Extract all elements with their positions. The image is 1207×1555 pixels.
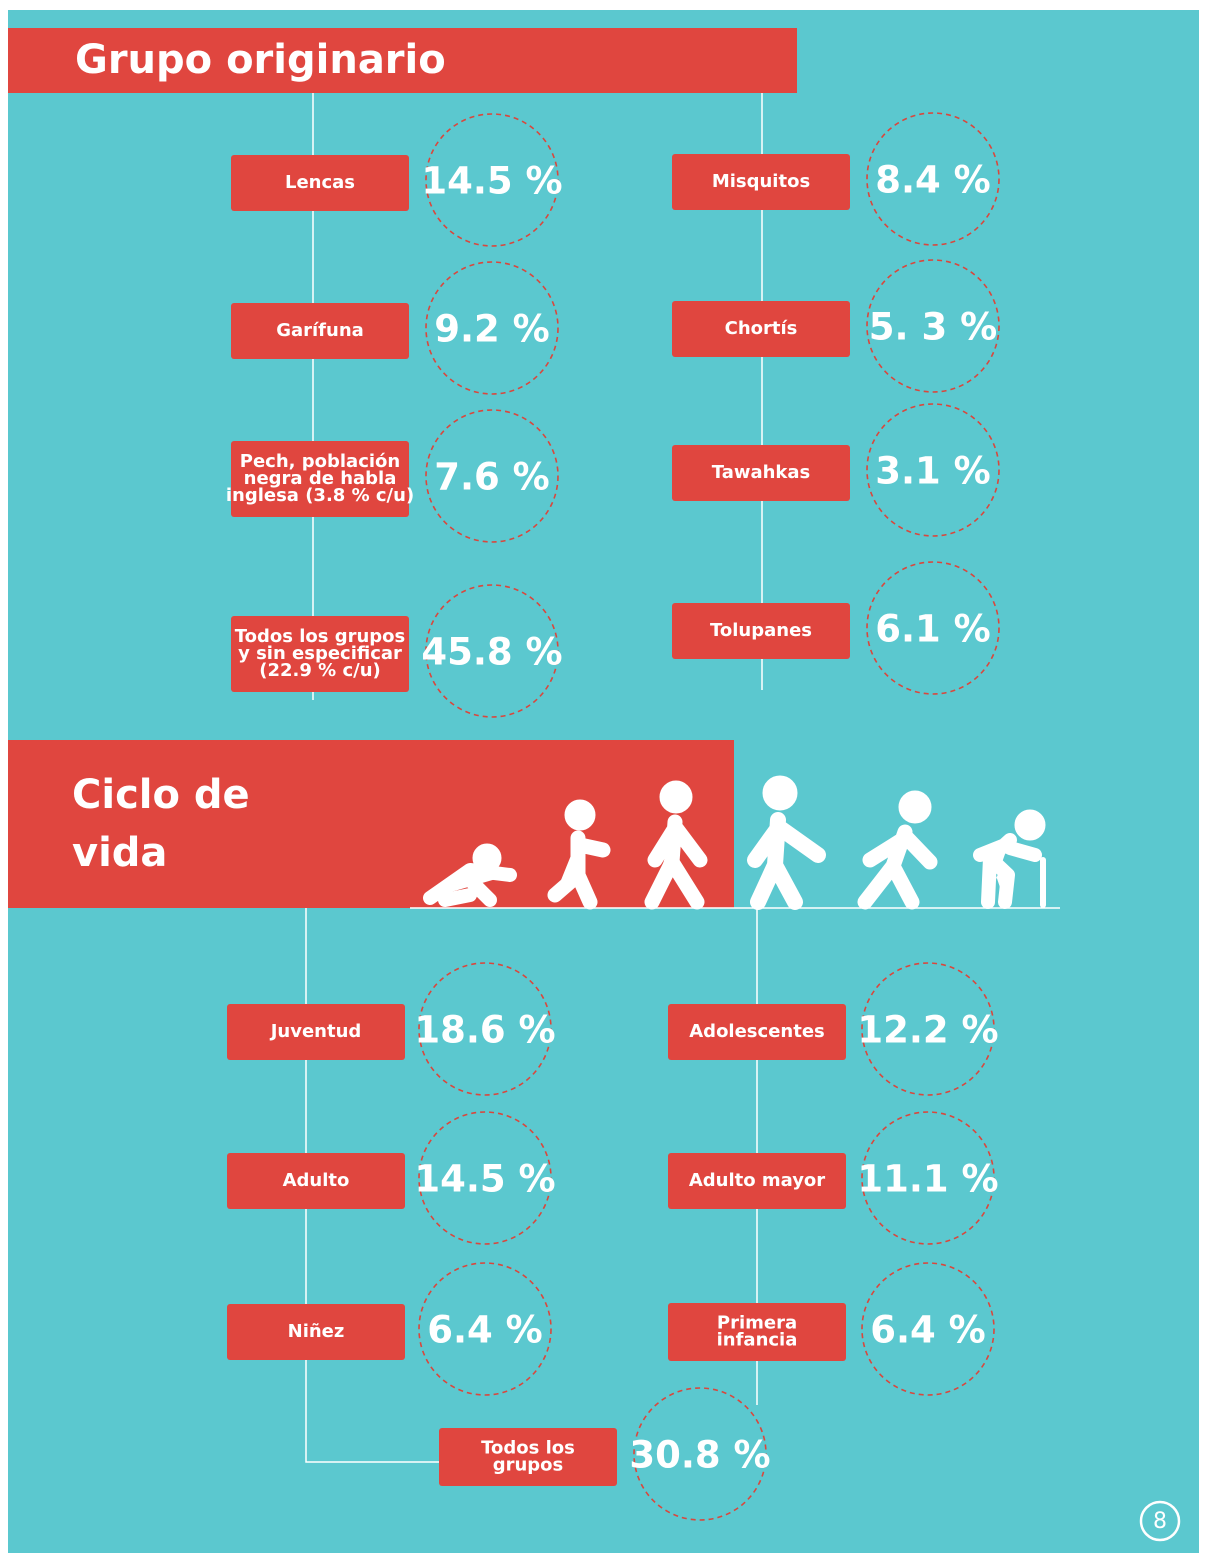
percentage: 11.1 % (857, 1158, 998, 1201)
label-box (668, 1303, 846, 1361)
label: Primera (717, 1313, 797, 1334)
label: Juventud (269, 1021, 362, 1042)
dashed-circle (418, 1262, 552, 1396)
percentage: 6.4 % (427, 1309, 543, 1352)
percentage: 14.5 % (421, 160, 562, 203)
dashed-circle (861, 962, 995, 1096)
label-box (231, 616, 409, 692)
label-box (231, 303, 409, 359)
label: Tawahkas (712, 462, 811, 483)
label-box (231, 441, 409, 517)
label: Todos los grupos (235, 626, 406, 647)
label: Lencas (285, 172, 355, 193)
label: Adolescentes (689, 1021, 825, 1042)
section-title: vida (72, 830, 167, 876)
label: Chortís (725, 318, 798, 339)
percentage: 6.4 % (870, 1309, 986, 1352)
label: Adulto mayor (689, 1170, 825, 1191)
percentage: 45.8 % (421, 631, 562, 674)
label: Misquitos (712, 171, 810, 192)
page-number-circle (1139, 1500, 1181, 1542)
label: Adulto (283, 1170, 350, 1191)
label-box (439, 1428, 617, 1486)
label: Tolupanes (710, 620, 812, 641)
label: Todos los (481, 1438, 575, 1459)
label: negra de habla (244, 468, 397, 489)
dashed-circle (633, 1387, 767, 1521)
label: Niñez (288, 1321, 345, 1342)
percentage: 5. 3 % (869, 306, 997, 349)
label: y sin especificar (238, 643, 402, 664)
label: infancia (717, 1330, 798, 1351)
percentage: 30.8 % (629, 1434, 770, 1477)
dashed-circle (418, 1111, 552, 1245)
label-box (668, 1153, 846, 1209)
life-icons (423, 775, 1046, 910)
label-box (227, 1153, 405, 1209)
label: inglesa (3.8 % c/u) (226, 485, 414, 506)
section-title: Ciclo de (72, 772, 250, 818)
header-bar (8, 740, 734, 908)
label-box (672, 154, 850, 210)
label-box (672, 445, 850, 501)
dashed-circle (866, 112, 1000, 246)
label-box (231, 155, 409, 211)
dashed-circle (861, 1262, 995, 1396)
percentage: 3.1 % (875, 450, 991, 493)
dashed-circle (866, 403, 1000, 537)
percentage: 18.6 % (414, 1009, 555, 1052)
percentage: 8.4 % (875, 159, 991, 202)
page-number: 8 (1153, 1509, 1167, 1534)
section-title: Grupo originario (75, 37, 446, 83)
dashed-circle (866, 259, 1000, 393)
dashed-circle (425, 261, 559, 395)
label-box (672, 301, 850, 357)
connector (305, 908, 440, 1463)
dashed-circle (861, 1111, 995, 1245)
percentage: 14.5 % (414, 1158, 555, 1201)
label-box (227, 1004, 405, 1060)
label-box (227, 1304, 405, 1360)
label-box (672, 603, 850, 659)
label: (22.9 % c/u) (259, 660, 381, 681)
percentage: 6.1 % (875, 608, 991, 651)
dashed-circle (425, 409, 559, 543)
percentage: 7.6 % (434, 456, 550, 499)
dashed-circle (866, 561, 1000, 695)
label: Garífuna (276, 320, 364, 341)
percentage: 9.2 % (434, 308, 550, 351)
header-bar (8, 28, 797, 93)
dashed-circle (418, 962, 552, 1096)
label: Pech, población (240, 451, 400, 472)
dashed-circle (425, 584, 559, 718)
label: grupos (493, 1455, 564, 1476)
label-box (668, 1004, 846, 1060)
dashed-circle (425, 113, 559, 247)
percentage: 12.2 % (857, 1009, 998, 1052)
